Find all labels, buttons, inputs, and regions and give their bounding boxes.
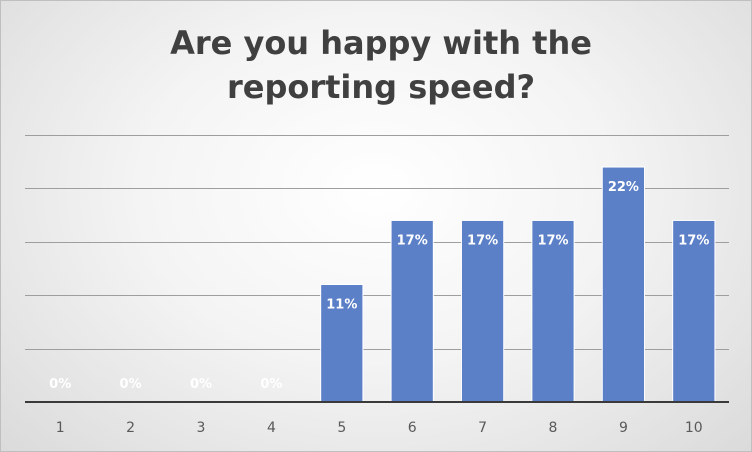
bar-8	[531, 219, 575, 403]
x-tick-label-7: 7	[478, 420, 487, 436]
x-tick-label-3: 3	[197, 420, 206, 436]
data-label-6: 17%	[397, 233, 428, 248]
x-tick-label-1: 1	[56, 420, 65, 436]
bar-6	[390, 219, 434, 403]
data-label-9: 22%	[608, 180, 639, 195]
chart-title: Are you happy with the reporting speed?	[170, 24, 592, 106]
x-tick-label-9: 9	[619, 420, 628, 436]
data-label-4: 0%	[260, 377, 282, 392]
data-label-7: 17%	[467, 233, 498, 248]
data-label-5: 11%	[326, 298, 357, 313]
x-tick-label-4: 4	[267, 420, 276, 436]
bar-9	[601, 166, 646, 403]
bar-5	[320, 284, 364, 403]
data-label-2: 0%	[120, 377, 142, 392]
x-tick-label-8: 8	[549, 420, 558, 436]
bar-10	[672, 219, 716, 403]
data-label-1: 0%	[49, 377, 71, 392]
data-label-10: 17%	[678, 233, 709, 248]
x-tick-label-5: 5	[337, 420, 346, 436]
data-label-8: 17%	[537, 233, 568, 248]
data-label-3: 0%	[190, 377, 212, 392]
x-tick-label-10: 10	[685, 420, 703, 436]
x-tick-label-6: 6	[408, 420, 417, 436]
x-tick-label-2: 2	[126, 420, 135, 436]
bar-7	[460, 219, 505, 403]
